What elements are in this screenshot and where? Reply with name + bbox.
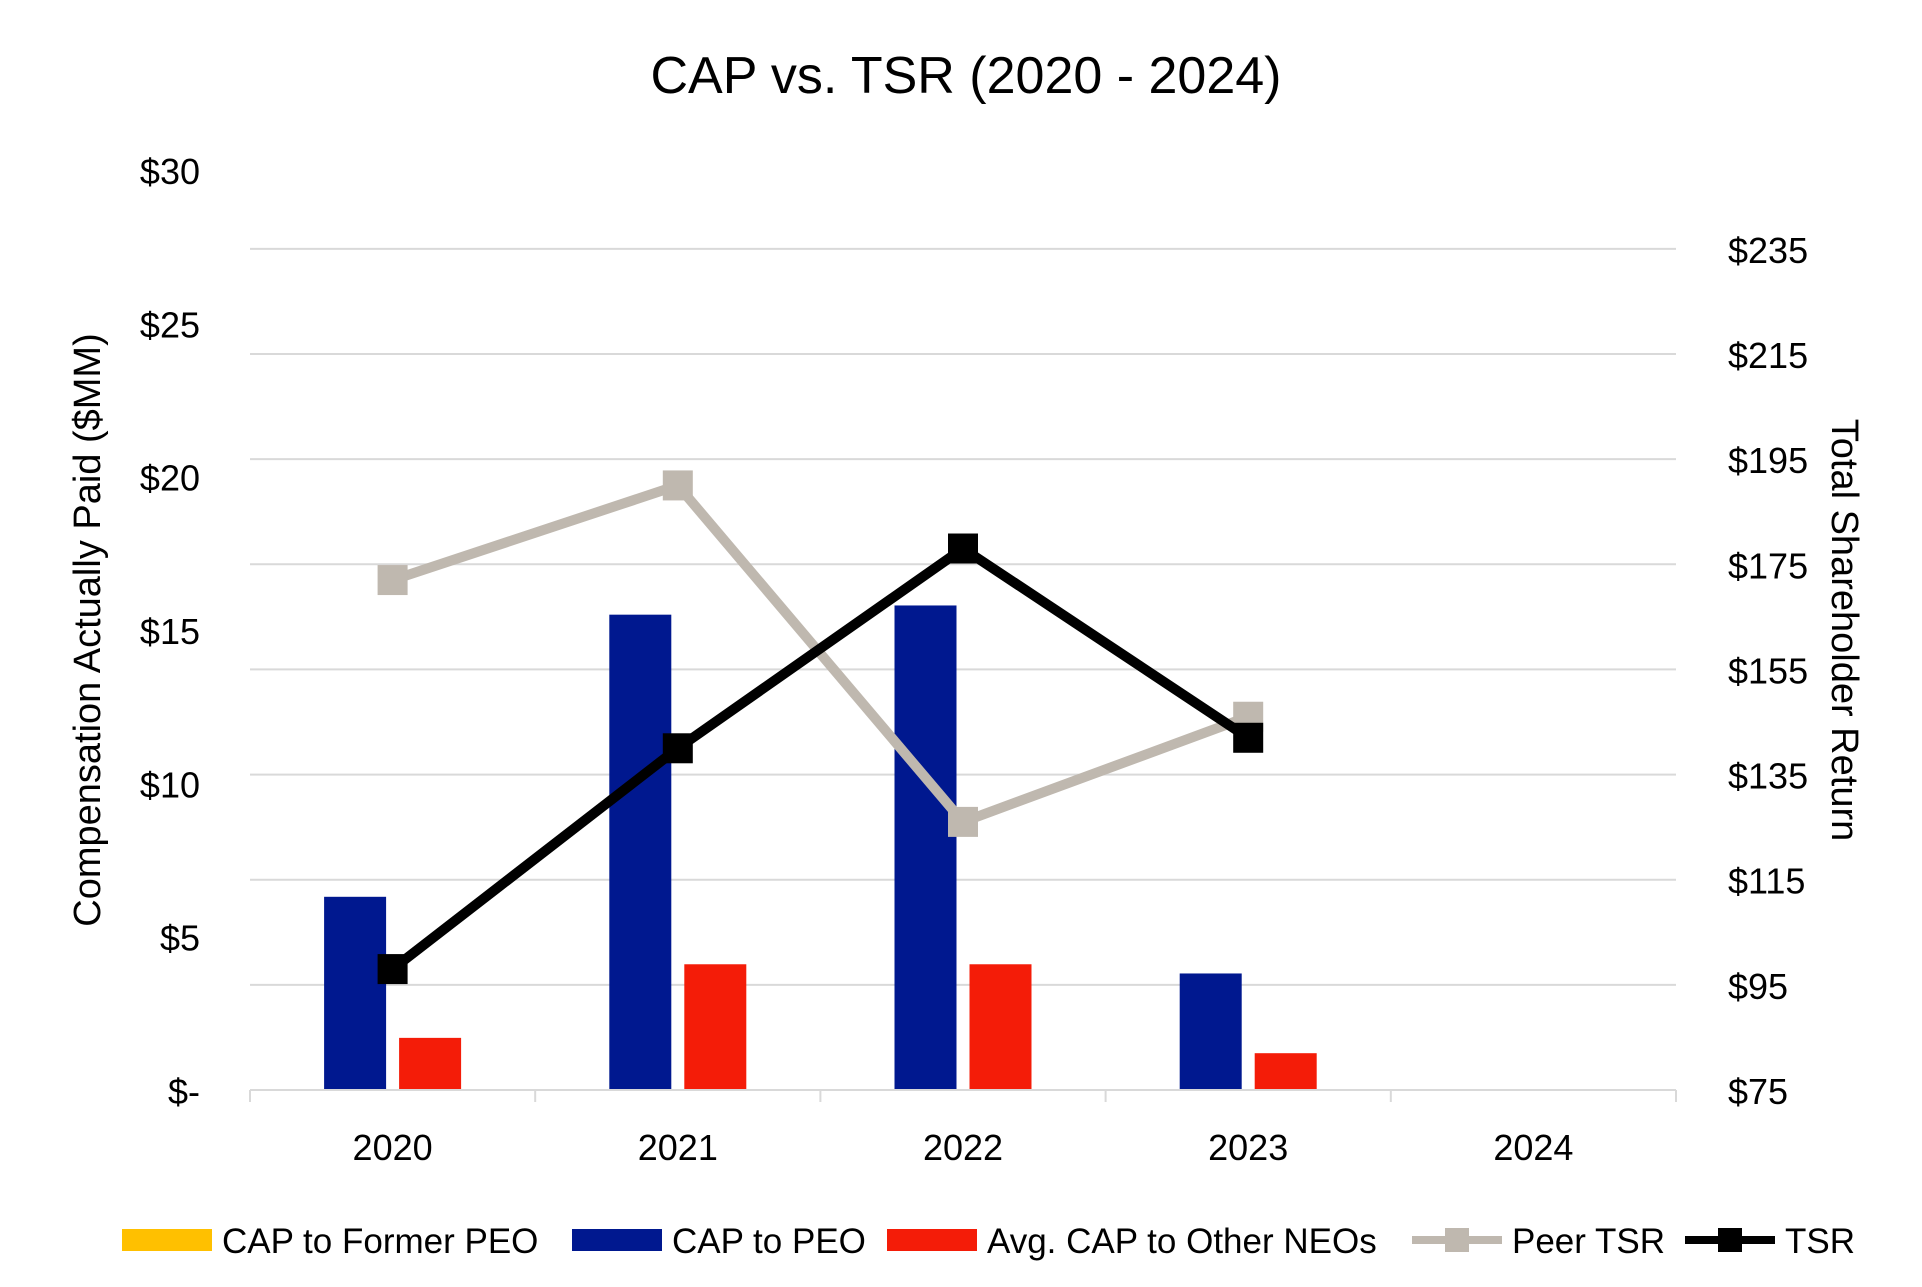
marker-tsr-2022 bbox=[948, 533, 978, 564]
y-axis-label: Compensation Actually Paid ($MM) bbox=[67, 333, 109, 926]
legend-swatch-cap-to-former-peo bbox=[122, 1229, 212, 1251]
y-tick-label: $25 bbox=[140, 304, 200, 345]
bar-cap-to-peo-2023 bbox=[1179, 973, 1242, 1090]
bar-avg-cap-to-other-neos-2022 bbox=[969, 964, 1032, 1090]
y-tick-label: $- bbox=[168, 1071, 200, 1112]
y2-tick-label: $195 bbox=[1728, 440, 1808, 481]
bar-cap-to-peo-2022 bbox=[894, 605, 957, 1090]
marker-tsr-2023 bbox=[1233, 722, 1264, 753]
legend-label-cap-to-former-peo: CAP to Former PEO bbox=[222, 1222, 538, 1261]
gridlines bbox=[250, 247, 1676, 986]
y2-tick-label: $95 bbox=[1728, 966, 1788, 1007]
line-tsr bbox=[389, 543, 1251, 974]
y2-axis-label: Total Shareholder Return bbox=[1823, 419, 1865, 841]
x-tick-label: 2021 bbox=[638, 1127, 718, 1168]
x-tick-label: 2022 bbox=[923, 1127, 1003, 1168]
y2-tick-label: $155 bbox=[1728, 650, 1808, 691]
legend-label-peer-tsr: Peer TSR bbox=[1512, 1222, 1665, 1261]
bar-avg-cap-to-other-neos-2021 bbox=[684, 964, 747, 1090]
bar-avg-cap-to-other-neos-2020 bbox=[399, 1037, 462, 1090]
y-tick-label: $5 bbox=[160, 918, 200, 959]
marker-peer-tsr-2020 bbox=[377, 565, 408, 596]
y2-tick-label: $115 bbox=[1728, 861, 1805, 902]
marker-tsr-2020 bbox=[377, 954, 408, 985]
y2-tick-label: $135 bbox=[1728, 756, 1808, 797]
marker-peer-tsr-2022 bbox=[948, 806, 978, 837]
legend-marker-peer-tsr bbox=[1445, 1228, 1469, 1252]
marker-tsr-2021 bbox=[662, 733, 693, 764]
axes-group: $- $5 $10 $15 $20 $25 $30 $75 $95 $115 $135 $155 $17… bbox=[140, 151, 1808, 1168]
legend-swatch-cap-to-peo bbox=[572, 1229, 662, 1251]
bar-cap-to-peo-2020 bbox=[324, 896, 387, 1090]
legend-label-tsr: TSR bbox=[1785, 1222, 1855, 1261]
lines-group bbox=[377, 470, 1264, 985]
legend-swatch-avg-cap-to-other-neos bbox=[887, 1229, 977, 1251]
bar-avg-cap-to-other-neos-2023 bbox=[1254, 1053, 1317, 1090]
y-tick-label: $10 bbox=[140, 764, 200, 805]
y-tick-label: $20 bbox=[140, 458, 200, 499]
y2-tick-label: $175 bbox=[1728, 545, 1808, 586]
marker-peer-tsr-2021 bbox=[662, 470, 693, 501]
y2-tick-label: $75 bbox=[1728, 1071, 1788, 1112]
legend-label-avg-cap-to-other-neos: Avg. CAP to Other NEOs bbox=[987, 1222, 1377, 1261]
bars-group bbox=[324, 605, 1317, 1090]
y2-tick-label: $235 bbox=[1728, 230, 1808, 271]
bar-cap-to-peo-2021 bbox=[609, 614, 672, 1090]
y-tick-label: $15 bbox=[140, 611, 200, 652]
x-tick-label: 2020 bbox=[353, 1127, 433, 1168]
legend-label-cap-to-peo: CAP to PEO bbox=[672, 1222, 866, 1261]
y-tick-label: $30 bbox=[140, 151, 200, 192]
legend: CAP to Former PEO CAP to PEO Avg. CAP to O… bbox=[122, 1222, 1855, 1261]
legend-marker-tsr bbox=[1718, 1228, 1742, 1252]
x-tick-label: 2024 bbox=[1493, 1127, 1573, 1168]
chart-title: CAP vs. TSR (2020 - 2024) bbox=[650, 47, 1281, 105]
x-tick-label: 2023 bbox=[1208, 1127, 1288, 1168]
y2-tick-label: $215 bbox=[1728, 335, 1808, 376]
